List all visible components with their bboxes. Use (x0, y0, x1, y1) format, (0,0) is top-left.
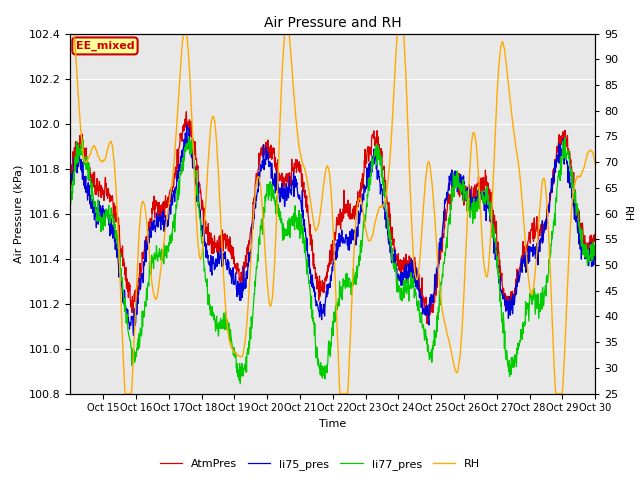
AtmPres (530, 239, 538, 244)
li77_pres (185, 133, 193, 139)
AtmPres (423, 321, 431, 326)
li77_pres (170, 211, 178, 217)
Line: AtmPres: AtmPres (70, 112, 595, 324)
li77_pres (530, 290, 538, 296)
RH (184, 39, 191, 45)
AtmPres (415, 279, 422, 285)
li75_pres (530, 252, 538, 257)
li75_pres (483, 203, 491, 208)
AtmPres (591, 231, 599, 237)
li75_pres (243, 268, 250, 274)
RH (67, 31, 74, 36)
Title: Air Pressure and RH: Air Pressure and RH (264, 16, 402, 30)
Line: li75_pres: li75_pres (70, 124, 595, 336)
Text: EE_mixed: EE_mixed (76, 41, 134, 51)
RH (483, 274, 491, 280)
li75_pres (591, 257, 599, 263)
li75_pres (171, 199, 179, 204)
Y-axis label: RH: RH (622, 205, 632, 222)
li75_pres (67, 176, 74, 182)
li75_pres (130, 333, 138, 338)
RH (243, 328, 250, 334)
li75_pres (184, 146, 191, 152)
li77_pres (415, 298, 422, 303)
Line: RH: RH (70, 34, 595, 394)
AtmPres (182, 109, 190, 115)
li77_pres (591, 246, 599, 252)
li77_pres (183, 141, 191, 146)
li77_pres (237, 381, 244, 386)
li77_pres (483, 188, 491, 193)
RH (415, 270, 422, 276)
AtmPres (170, 171, 178, 177)
Line: li77_pres: li77_pres (70, 136, 595, 384)
X-axis label: Time: Time (319, 419, 346, 429)
AtmPres (67, 176, 74, 182)
RH (529, 287, 537, 292)
li77_pres (67, 203, 74, 208)
li77_pres (243, 369, 250, 375)
RH (171, 152, 179, 157)
RH (121, 391, 129, 396)
AtmPres (483, 184, 491, 190)
Legend: AtmPres, li75_pres, li77_pres, RH: AtmPres, li75_pres, li77_pres, RH (156, 455, 484, 474)
Y-axis label: Air Pressure (kPa): Air Pressure (kPa) (13, 165, 23, 263)
RH (591, 161, 599, 167)
AtmPres (243, 256, 250, 262)
li75_pres (183, 121, 191, 127)
AtmPres (184, 120, 191, 125)
li75_pres (415, 288, 422, 293)
